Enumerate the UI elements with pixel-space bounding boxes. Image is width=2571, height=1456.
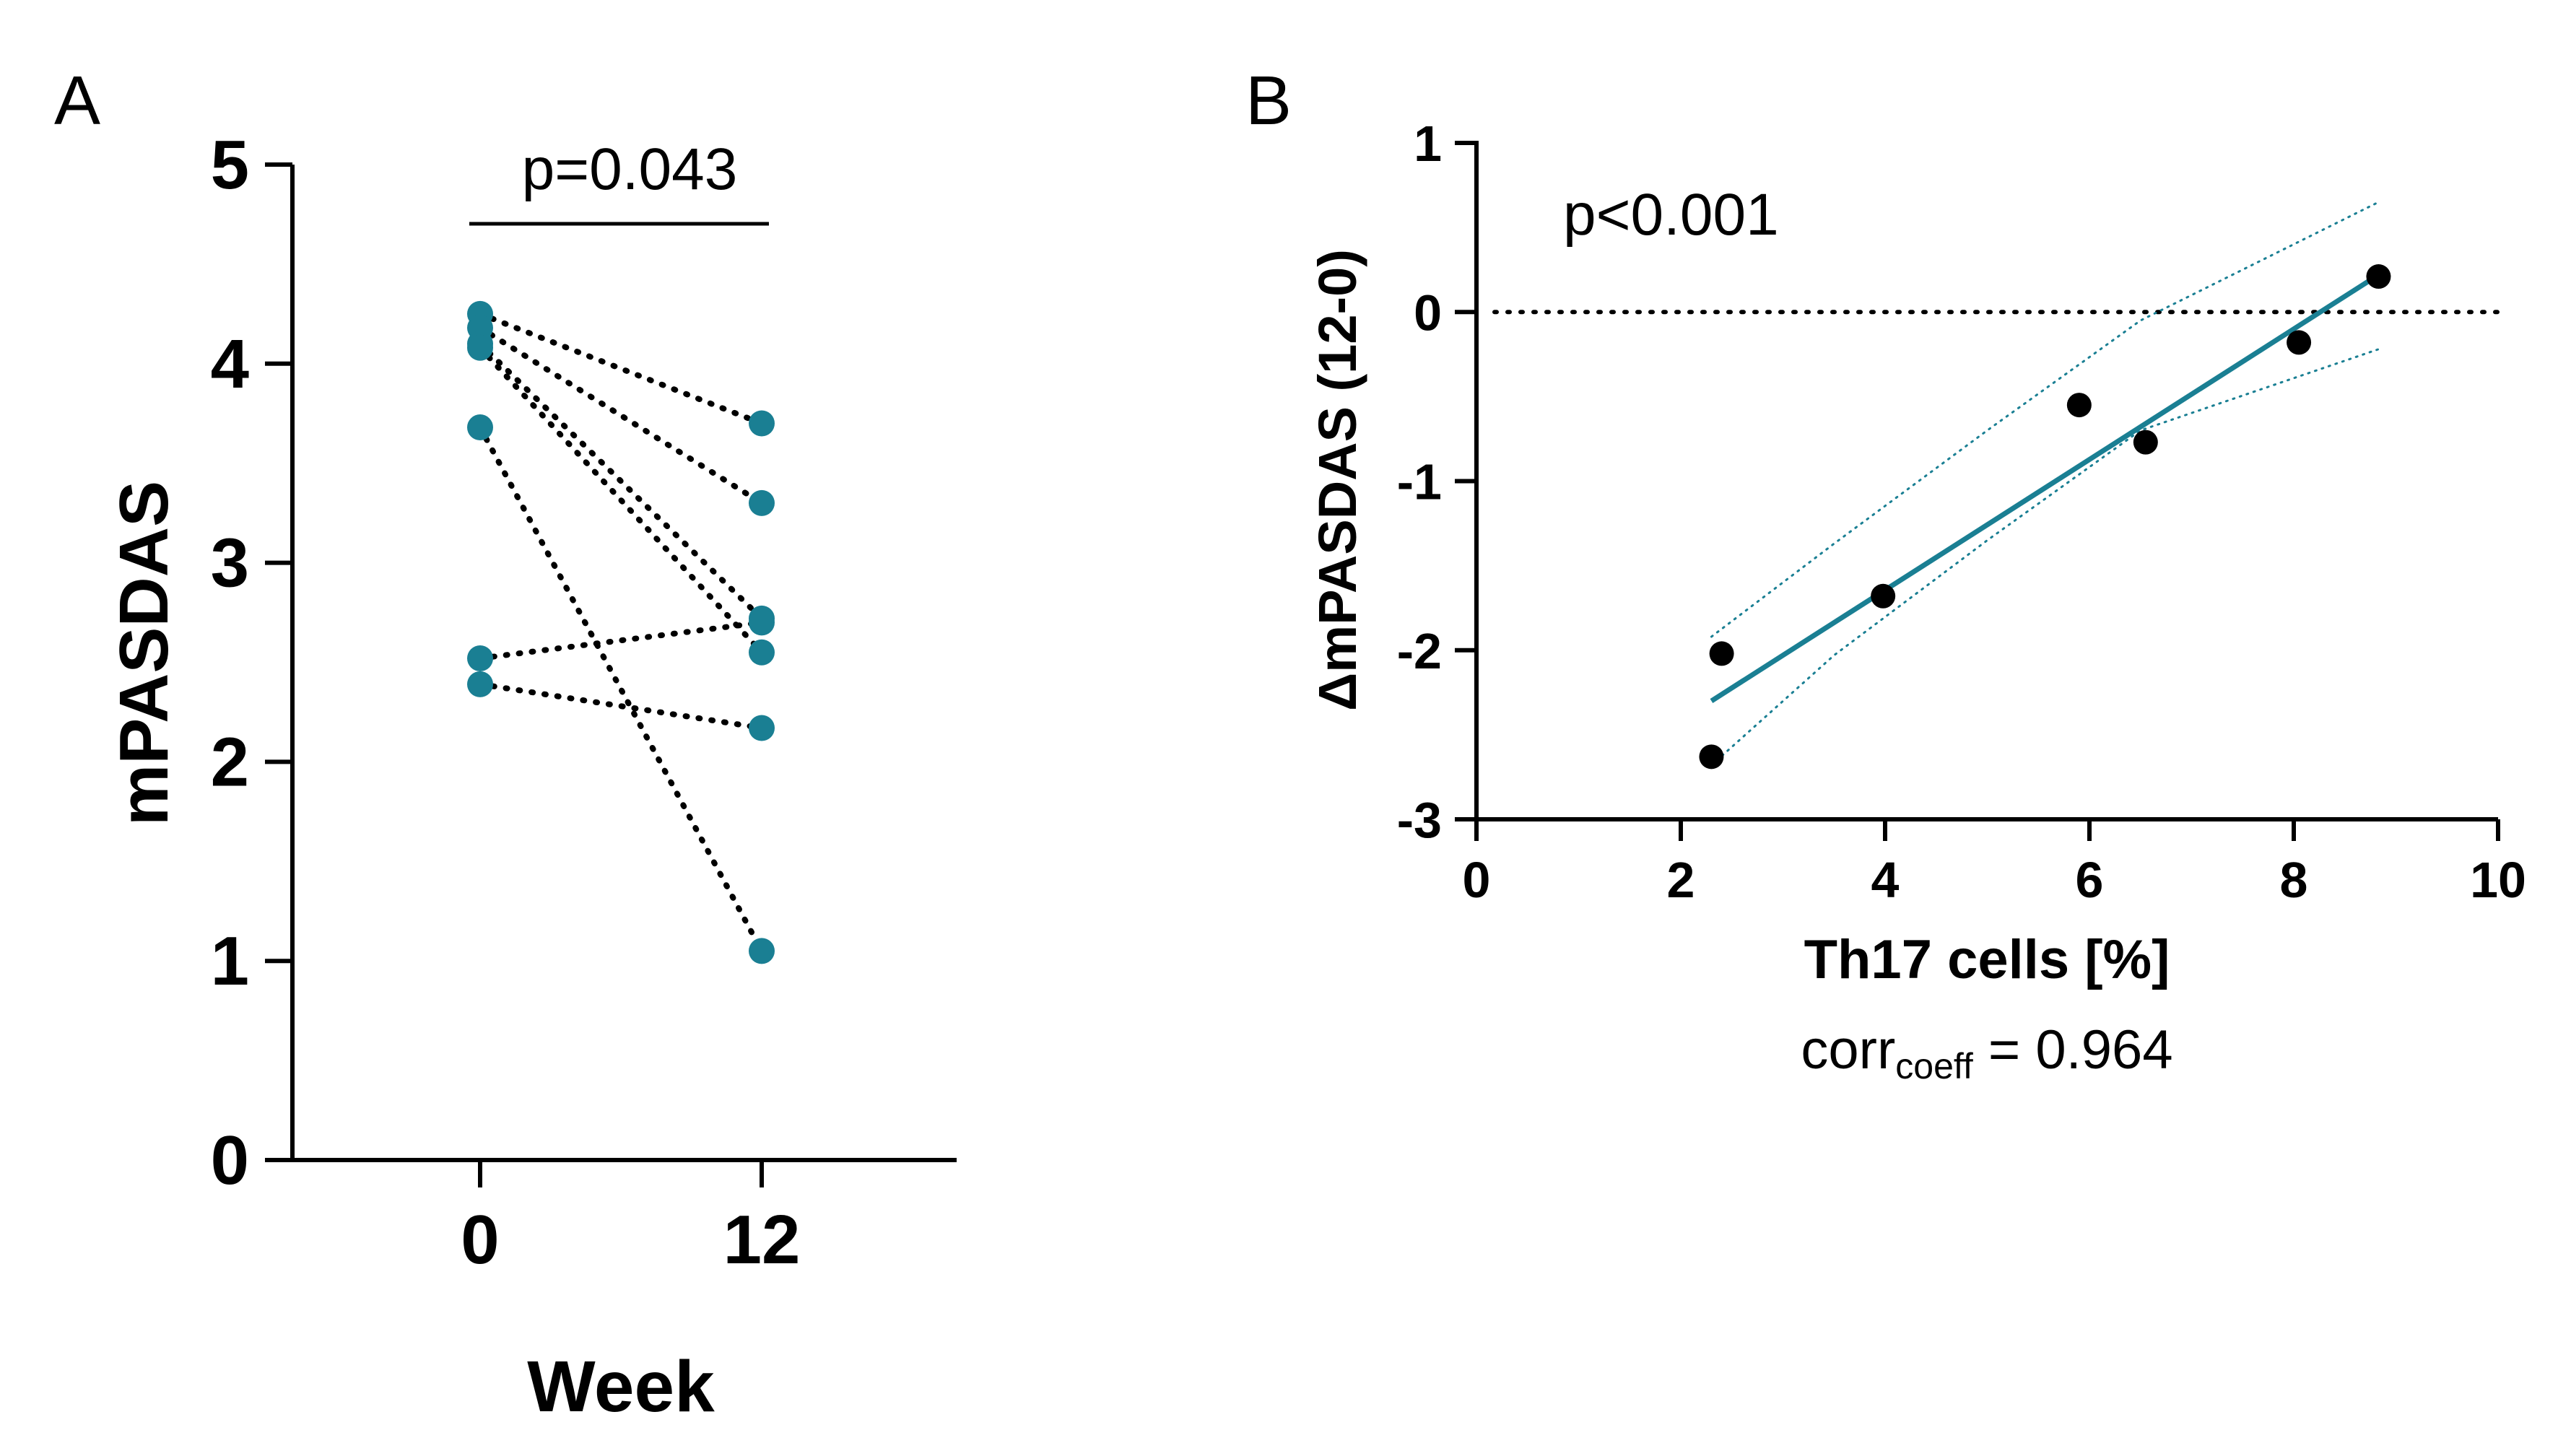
- panel-a-y-tick-label: 3: [211, 525, 249, 602]
- panel-a-y-tick-label: 5: [211, 126, 249, 204]
- panel-a-paired-line: [477, 310, 765, 427]
- panel-a-y-tick-label: 4: [211, 326, 249, 403]
- panel-a-paired-line: [477, 341, 765, 622]
- panel-b-data-point: [2366, 264, 2391, 289]
- panel-b-y-tick-label: 0: [1414, 284, 1442, 341]
- panel-b-x-tick-label: 8: [2280, 852, 2308, 908]
- panel-a-data-point: [467, 671, 493, 697]
- panel-b-label: B: [1245, 62, 1292, 139]
- panel-a-data-point: [749, 489, 775, 516]
- panel-b-x-ticks: 0 2 4 6 8 10: [1463, 819, 2526, 908]
- panel-b-regression-line: [1710, 272, 2380, 703]
- panel-b-y-tick-label: 1: [1414, 115, 1442, 172]
- panel-b-ci-upper-band: [1710, 201, 2380, 638]
- panel-b-x-label: Th17 cells [%]: [1804, 929, 2170, 990]
- panel-b-chart: -3 -2 -1 0 1 0 2 4 6 8 10 p<0.001 ΔmPASDAS (12-0)…: [1308, 115, 2526, 1086]
- panel-a-label: A: [54, 62, 100, 139]
- panel-b-data-point: [2133, 430, 2158, 455]
- corr-value: = 0.964: [1973, 1019, 2173, 1081]
- panel-a-y-ticks: 0 1 2 3 4 5: [211, 126, 292, 1199]
- panel-a-data-point: [749, 609, 775, 636]
- panel-a-y-tick-label: 2: [211, 723, 249, 801]
- panel-a-paired-line: [477, 325, 765, 506]
- panel-b-x-tick-label: 0: [1463, 852, 1491, 908]
- panel-a-data-point: [749, 938, 775, 964]
- panel-a-paired-line: [477, 344, 765, 655]
- panel-b-y-ticks: -3 -2 -1 0 1: [1397, 115, 1476, 848]
- panel-b-x-tick-label: 4: [1871, 852, 1900, 908]
- panel-b-y-tick-label: -2: [1397, 623, 1442, 679]
- panel-b-data-point: [1871, 583, 1896, 609]
- panel-a-paired-line: [477, 619, 765, 661]
- corr-subscript: coeff: [1895, 1046, 1973, 1086]
- panel-b-points: [1699, 264, 2391, 770]
- panel-a-data-point: [467, 414, 493, 441]
- panel-b-data-point: [1699, 744, 1724, 770]
- panel-b-y-label: ΔmPASDAS (12-0): [1308, 249, 1367, 711]
- corr-main: corr: [1801, 1019, 1895, 1081]
- panel-b-data-point: [2066, 393, 2092, 418]
- panel-a-paired-line: [477, 424, 765, 954]
- panel-b-data-point: [2287, 330, 2312, 355]
- panel-a-y-tick-label: 0: [211, 1122, 249, 1199]
- panel-a-y-tick-label: 1: [211, 923, 249, 1000]
- panel-a-x-ticks: 0 12: [461, 1160, 800, 1278]
- panel-a-paired-line: [477, 681, 765, 731]
- panel-a-data-point: [467, 645, 493, 671]
- panel-a-data-point: [749, 715, 775, 741]
- panel-a-points: [467, 300, 775, 964]
- panel-a-data-point: [749, 639, 775, 666]
- panel-b-correlation-label: corrcoeff = 0.964: [1801, 1019, 2172, 1086]
- panel-a-data-point: [467, 334, 493, 361]
- panel-a-p-value: p=0.043: [522, 136, 738, 202]
- panel-a-series-lines: [477, 310, 765, 954]
- panel-a-x-tick-label: 12: [723, 1201, 801, 1278]
- panel-b-y-tick-label: -1: [1397, 454, 1442, 510]
- panel-a-y-label: mPASDAS: [105, 481, 183, 826]
- panel-b-x-tick-label: 6: [2076, 852, 2104, 908]
- panel-b-x-tick-label: 2: [1667, 852, 1695, 908]
- panel-a-x-label: Week: [527, 1346, 715, 1427]
- panel-b-y-tick-label: -3: [1397, 792, 1442, 848]
- panel-b-ci-lower-band: [1710, 348, 2380, 767]
- panel-b-x-tick-label: 10: [2470, 852, 2526, 908]
- panel-b-p-value: p<0.001: [1563, 182, 1779, 248]
- panel-a-x-tick-label: 0: [461, 1201, 499, 1278]
- panel-a-data-point: [749, 410, 775, 437]
- panel-b-data-point: [1709, 641, 1734, 666]
